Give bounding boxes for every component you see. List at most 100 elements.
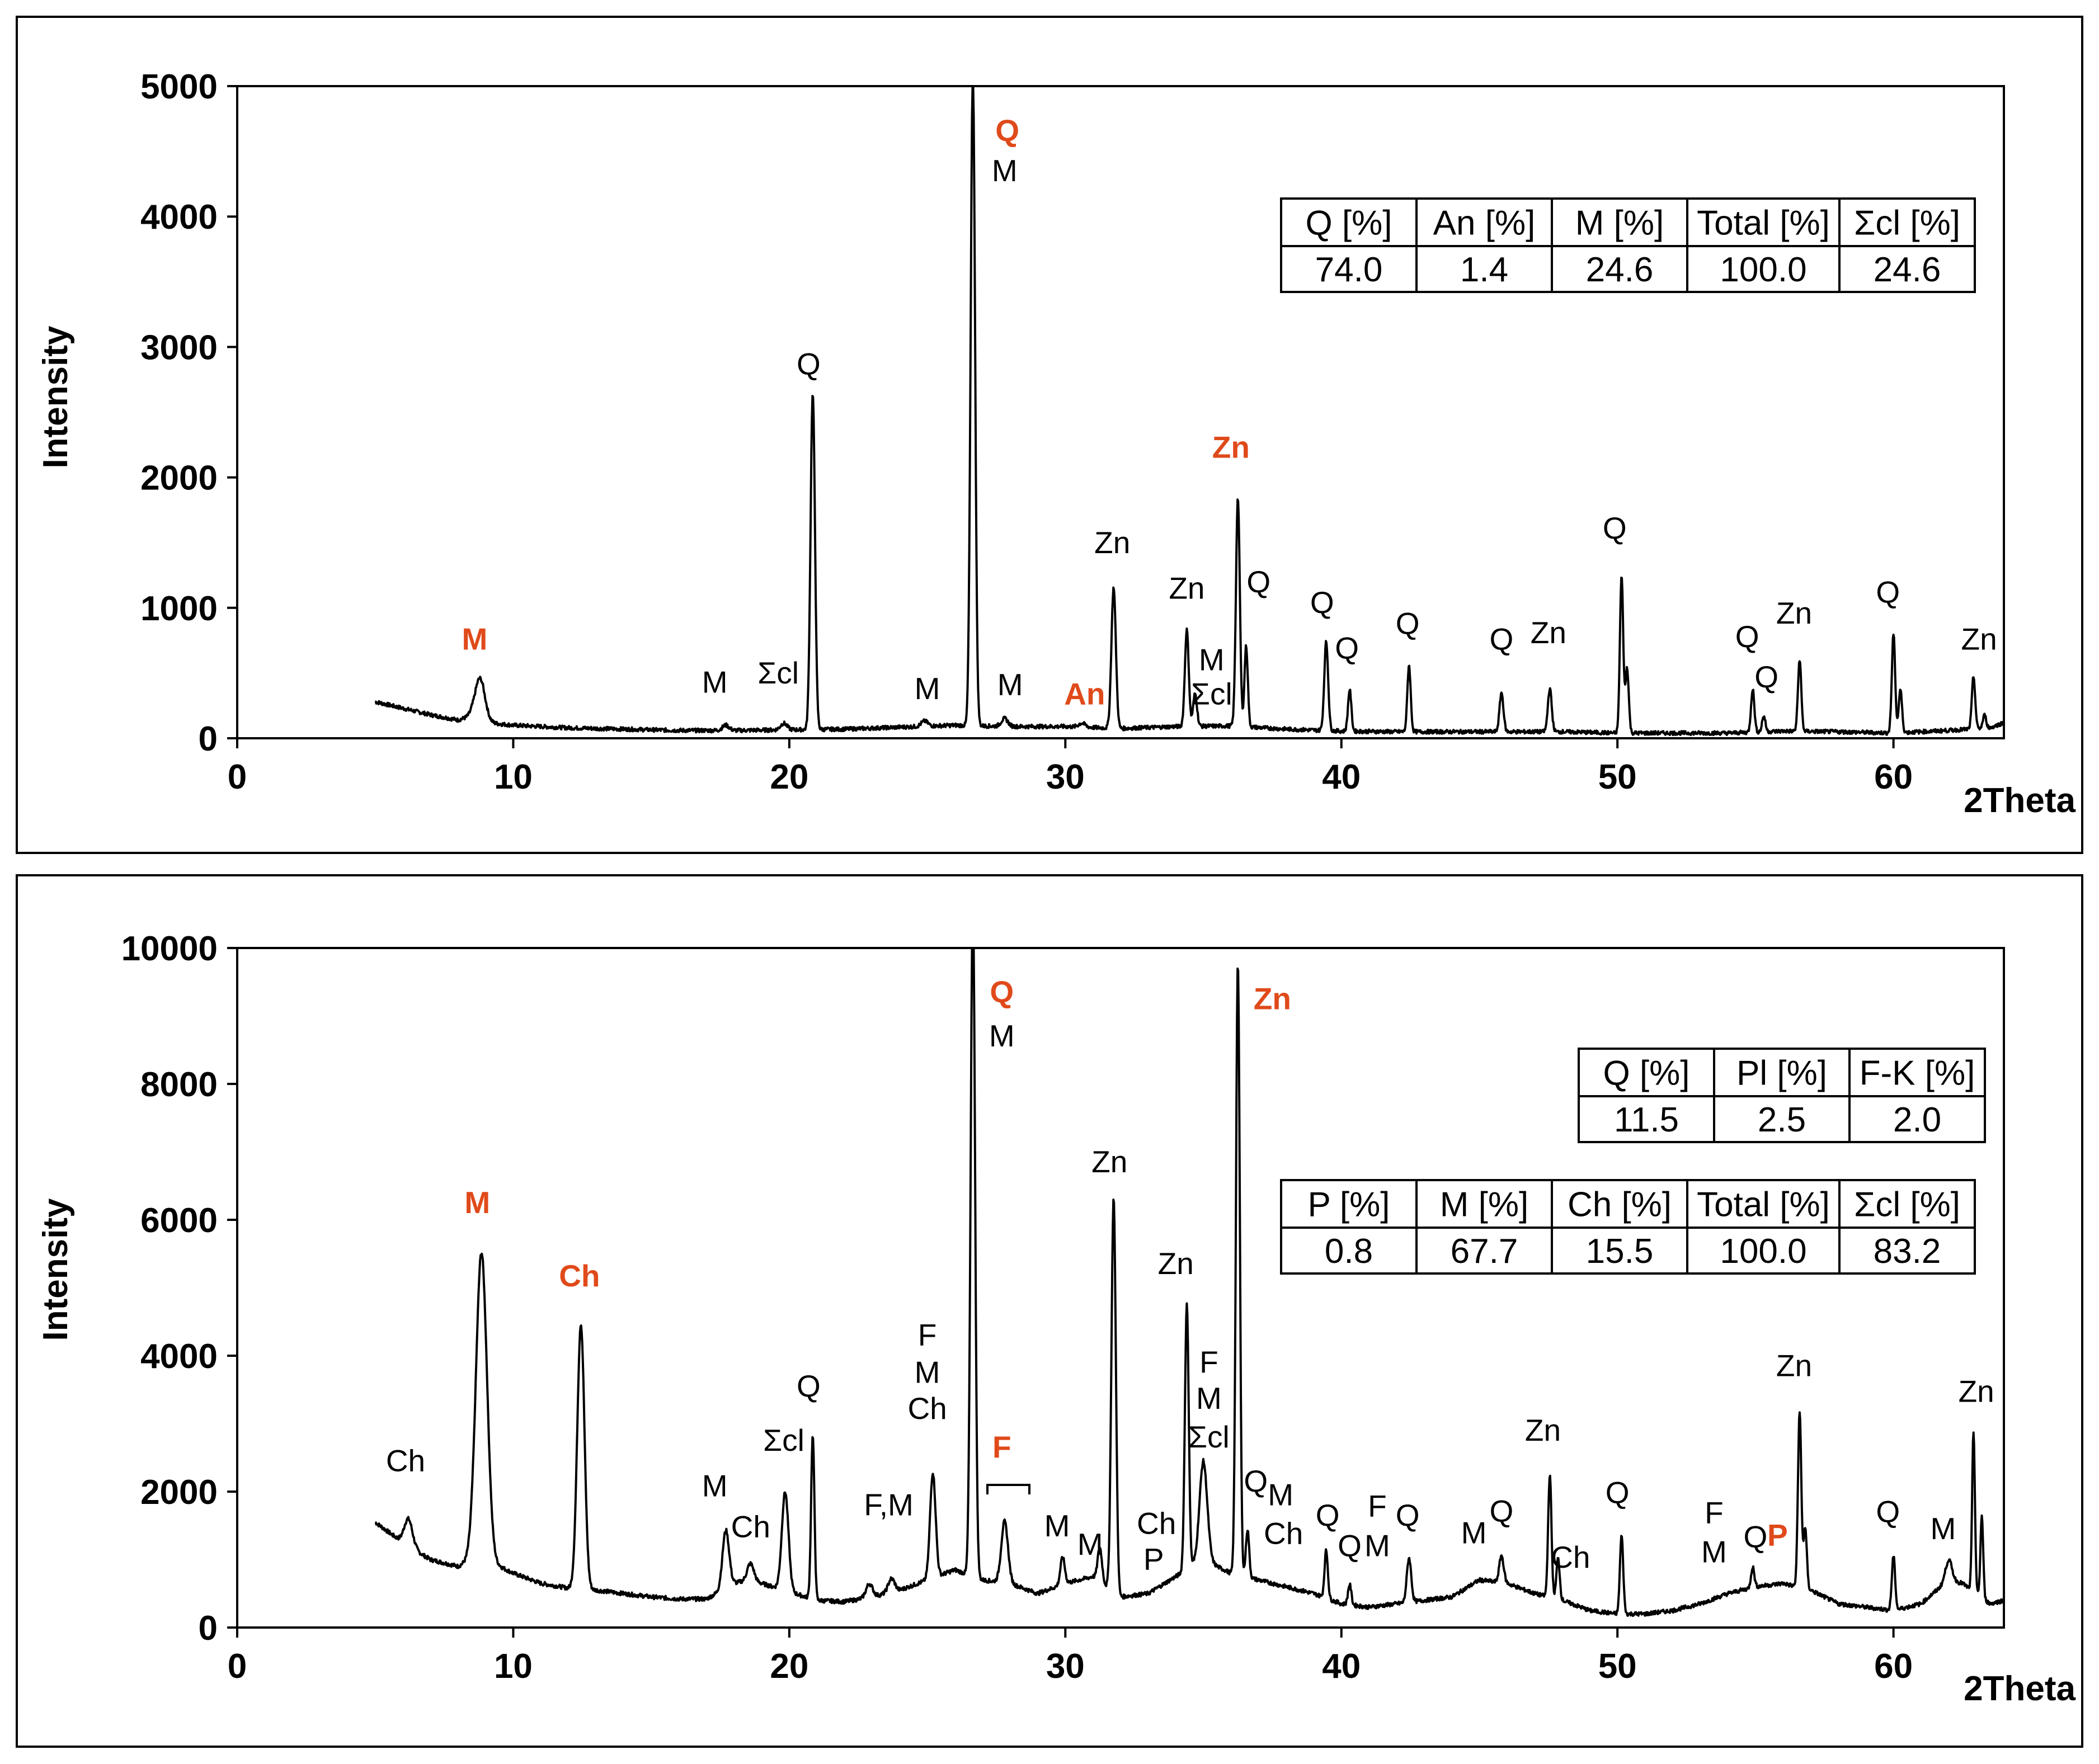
top-table-value-cell: 1.4 (1460, 251, 1508, 289)
bottom-peak-label: M (702, 1469, 728, 1503)
top-peak-label: Q (1490, 621, 1514, 656)
bottom-peak-label: M (464, 1185, 490, 1220)
top-peak-label: Q (1876, 574, 1900, 609)
top-table-value-cell: 74.0 (1315, 251, 1383, 289)
top-peak-label: Zn (1094, 525, 1130, 560)
top-x-axis-title: 2Theta (1964, 781, 2076, 820)
top-x-tick-label: 0 (228, 758, 247, 796)
bottom-peak-label: Ch (907, 1391, 947, 1426)
top-peak-label: Q (1603, 511, 1627, 545)
bottom-diffractogram-line (374, 947, 2005, 1617)
top-plot-area (236, 85, 2005, 739)
bottom-peak-label: M (989, 1018, 1015, 1053)
top-x-tick-label: 50 (1598, 758, 1637, 796)
bottom-peak-label: F,M (864, 1488, 914, 1522)
top-panel-frame (16, 16, 2083, 854)
top-y-axis-title: Intensity (36, 326, 75, 468)
bottom-peak-label: Σcl (1188, 1419, 1230, 1454)
bottom-table-value-cell: 2.0 (1893, 1101, 1941, 1139)
bottom-table-value-cell: 67.7 (1451, 1232, 1518, 1271)
top-y-tick-label: 3000 (140, 328, 218, 367)
top-table-value-cell: 24.6 (1586, 251, 1654, 289)
top-y-tick-label: 2000 (140, 459, 218, 498)
bottom-peak-label: Ch (1137, 1506, 1176, 1540)
top-peak-label: Q (995, 113, 1019, 148)
bottom-table-header-cell: Q [%] (1603, 1054, 1689, 1093)
bottom-peak-label: P (1767, 1518, 1788, 1553)
top-peak-label: Σcl (757, 655, 799, 690)
bottom-table-value-cell: 15.5 (1586, 1232, 1654, 1271)
bottom-table-header-cell: M [%] (1440, 1186, 1528, 1224)
top-peak-label: Zn (1212, 430, 1250, 465)
top-peak-label: Q (1754, 659, 1778, 694)
top-peak-label: Q (1335, 631, 1359, 666)
top-table-header-cell: Total [%] (1697, 204, 1830, 243)
bottom-y-tick-label: 6000 (140, 1201, 218, 1240)
bottom-peak-label: F (1199, 1345, 1218, 1379)
top-table-value-cell: 100.0 (1720, 251, 1806, 289)
bottom-peak-label: Zn (1158, 1246, 1194, 1281)
bottom-table-value-cell: 2.5 (1758, 1101, 1806, 1139)
top-peak-label: M (997, 667, 1023, 702)
bottom-peak-label: Zn (1776, 1348, 1812, 1383)
feldspar-bracket (986, 1484, 1030, 1494)
top-peak-label: Zn (1776, 596, 1812, 630)
bottom-table-value-cell: 11.5 (1614, 1101, 1679, 1139)
bottom-peak-label: M (1196, 1381, 1222, 1416)
bottom-peak-label: Ch (1551, 1540, 1590, 1574)
bottom-peak-label: Q (1244, 1464, 1268, 1498)
top-peak-label: M (702, 664, 728, 699)
bottom-peak-label: Q (1316, 1498, 1340, 1532)
top-x-tick-label: 10 (494, 758, 533, 796)
top-peak-label: M (1199, 643, 1225, 677)
bottom-table-header-cell: P [%] (1307, 1186, 1390, 1224)
bottom-y-axis-title: Intensity (36, 1198, 75, 1341)
top-peak-label: Q (1310, 585, 1334, 620)
top-x-tick-label: 60 (1874, 758, 1913, 796)
bottom-x-axis-title: 2Theta (1964, 1669, 2076, 1708)
bottom-peak-label: Zn (1959, 1374, 1994, 1409)
bottom-peak-label: Zn (1254, 981, 1291, 1016)
top-y-tick-label: 1000 (140, 589, 218, 628)
bottom-peak-label: Q (1338, 1528, 1362, 1563)
top-composition-table: Q [%] 74.0 An [%] 1.4 M [%] 24.6 Total [%] 100.… (1280, 197, 1976, 293)
bottom-y-tick-label: 2000 (140, 1473, 218, 1512)
top-peak-label: Q (797, 346, 821, 381)
bottom-peak-label: Q (990, 974, 1014, 1009)
top-peak-label: Zn (1531, 615, 1566, 650)
bottom-peak-label: F (1705, 1496, 1724, 1530)
bottom-x-tick-label: 30 (1046, 1647, 1085, 1686)
top-peak-label: M (915, 671, 940, 706)
bottom-peak-label: Zn (1525, 1413, 1561, 1447)
bottom-axis-ticks: 0 10 20 30 40 50 60 0 2000 4000 6000 8000 10000 (121, 930, 1913, 1686)
bottom-peak-label: F (918, 1318, 937, 1352)
bottom-peak-label: Σcl (763, 1423, 804, 1458)
top-table-header-cell: Σcl [%] (1854, 204, 1960, 243)
bottom-composition-tables: Q [%] 11.5 Pl [%] 2.5 F-K [%] 2.0 P [%] 0.8 M [%… (1280, 1048, 1986, 1275)
bottom-y-tick-label: 10000 (121, 930, 218, 968)
top-table-header-cell: An [%] (1433, 204, 1536, 243)
bottom-peak-label: Zn (1091, 1144, 1127, 1179)
bottom-y-tick-label: 4000 (140, 1337, 218, 1376)
bottom-peak-label: M (1364, 1528, 1390, 1563)
bottom-table-header-cell: Total [%] (1697, 1186, 1830, 1224)
bottom-peak-label: Q (1396, 1498, 1420, 1532)
bottom-peak-label: Q (1606, 1475, 1630, 1510)
top-diffractogram-line (374, 85, 2005, 737)
bottom-peak-label: Ch (559, 1258, 600, 1293)
bottom-table-value-cell: 100.0 (1720, 1232, 1806, 1271)
top-y-tick-label: 5000 (140, 68, 218, 106)
top-table-value-cell: 24.6 (1874, 251, 1941, 289)
bottom-plot-area (236, 947, 2005, 1629)
top-peak-label: M (462, 621, 487, 656)
top-peak-label: Σcl (1191, 676, 1232, 711)
top-axis-ticks: 0 10 20 30 40 50 60 0 1000 2000 3000 4000 5000 (140, 68, 1913, 796)
bottom-table-header-cell: Ch [%] (1568, 1186, 1672, 1224)
top-y-tick-label: 0 (199, 720, 218, 758)
bottom-x-tick-label: 20 (770, 1647, 808, 1686)
top-x-tick-label: 30 (1046, 758, 1085, 796)
bottom-table-header-cell: F-K [%] (1860, 1054, 1975, 1093)
bottom-peak-label: Ch (386, 1444, 425, 1478)
